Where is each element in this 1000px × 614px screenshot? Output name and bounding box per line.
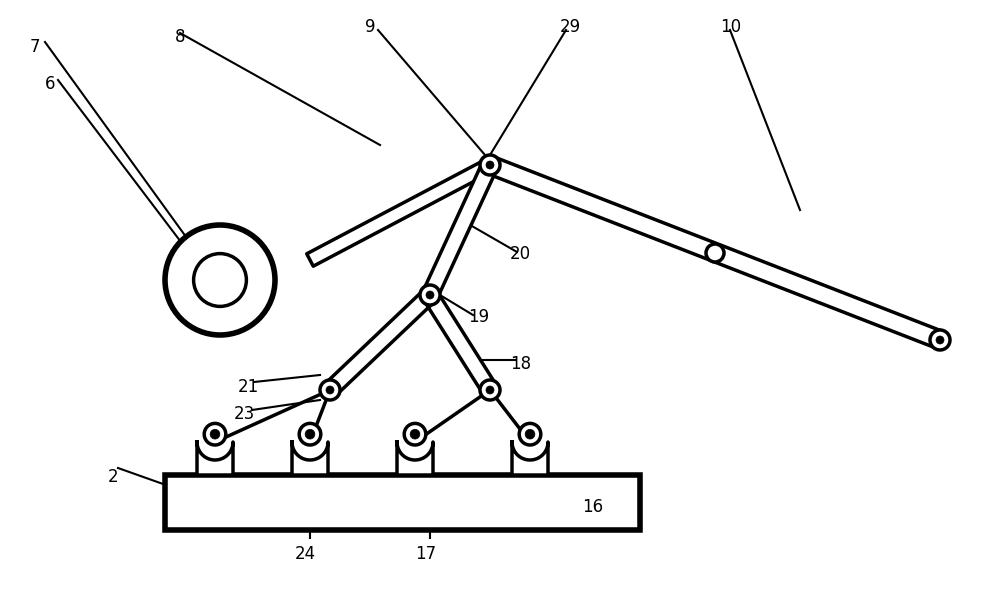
Circle shape bbox=[486, 161, 494, 169]
Text: 21: 21 bbox=[238, 378, 259, 396]
Circle shape bbox=[204, 424, 226, 445]
Text: 16: 16 bbox=[582, 498, 603, 516]
Circle shape bbox=[194, 254, 246, 306]
Circle shape bbox=[426, 291, 434, 299]
Text: 24: 24 bbox=[295, 545, 316, 563]
Circle shape bbox=[165, 225, 275, 335]
Text: 23: 23 bbox=[234, 405, 255, 423]
Circle shape bbox=[299, 424, 321, 445]
Polygon shape bbox=[292, 442, 328, 475]
Text: 17: 17 bbox=[415, 545, 436, 563]
Polygon shape bbox=[423, 290, 497, 394]
Circle shape bbox=[404, 424, 426, 445]
Circle shape bbox=[706, 244, 724, 262]
Text: 9: 9 bbox=[365, 18, 376, 36]
Text: 10: 10 bbox=[720, 18, 741, 36]
Text: 8: 8 bbox=[175, 28, 186, 46]
Circle shape bbox=[410, 429, 420, 439]
Circle shape bbox=[420, 285, 440, 305]
Circle shape bbox=[320, 380, 340, 400]
Circle shape bbox=[486, 386, 494, 394]
Polygon shape bbox=[307, 159, 493, 266]
Polygon shape bbox=[324, 289, 436, 396]
Text: 2: 2 bbox=[108, 468, 119, 486]
Text: 19: 19 bbox=[468, 308, 489, 326]
Polygon shape bbox=[512, 442, 548, 475]
Text: 29: 29 bbox=[560, 18, 581, 36]
Text: 6: 6 bbox=[45, 75, 56, 93]
Polygon shape bbox=[423, 161, 497, 298]
Circle shape bbox=[210, 429, 220, 439]
Circle shape bbox=[480, 380, 500, 400]
Text: 7: 7 bbox=[30, 38, 40, 56]
Circle shape bbox=[480, 155, 500, 175]
Polygon shape bbox=[487, 157, 943, 348]
Polygon shape bbox=[197, 442, 233, 475]
Polygon shape bbox=[397, 442, 433, 475]
Bar bbox=[165, 475, 640, 530]
Circle shape bbox=[525, 429, 535, 439]
Circle shape bbox=[305, 429, 315, 439]
Circle shape bbox=[936, 336, 944, 344]
Text: 18: 18 bbox=[510, 355, 531, 373]
Circle shape bbox=[930, 330, 950, 350]
Text: 20: 20 bbox=[510, 245, 531, 263]
Circle shape bbox=[519, 424, 541, 445]
Circle shape bbox=[326, 386, 334, 394]
